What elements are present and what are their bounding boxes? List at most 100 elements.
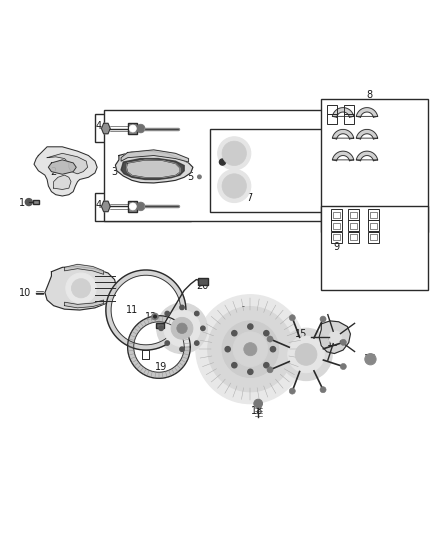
- Circle shape: [233, 332, 268, 367]
- FancyBboxPatch shape: [128, 123, 137, 134]
- Circle shape: [177, 323, 187, 334]
- Circle shape: [225, 346, 230, 352]
- Text: 20: 20: [196, 281, 208, 291]
- Circle shape: [66, 273, 96, 303]
- Circle shape: [222, 174, 247, 198]
- Circle shape: [129, 125, 136, 132]
- Circle shape: [194, 341, 199, 345]
- Polygon shape: [356, 108, 378, 117]
- FancyBboxPatch shape: [198, 278, 208, 285]
- Text: 15: 15: [295, 329, 307, 339]
- Circle shape: [289, 388, 295, 394]
- Circle shape: [159, 326, 163, 330]
- Circle shape: [180, 305, 184, 310]
- Circle shape: [152, 313, 159, 320]
- Polygon shape: [127, 316, 190, 378]
- Circle shape: [264, 330, 269, 336]
- FancyBboxPatch shape: [104, 110, 332, 221]
- Text: 12: 12: [145, 312, 158, 322]
- FancyBboxPatch shape: [210, 130, 325, 212]
- Circle shape: [157, 303, 207, 353]
- Circle shape: [164, 310, 200, 346]
- Polygon shape: [356, 130, 378, 139]
- Polygon shape: [102, 201, 110, 212]
- Polygon shape: [121, 150, 188, 162]
- Polygon shape: [64, 300, 104, 308]
- Circle shape: [222, 141, 247, 166]
- Text: 5: 5: [187, 172, 194, 182]
- Text: 19: 19: [155, 361, 167, 372]
- Text: 4: 4: [96, 200, 102, 209]
- Polygon shape: [106, 270, 186, 350]
- Text: 8: 8: [366, 90, 372, 100]
- Text: 10: 10: [19, 288, 32, 297]
- Circle shape: [171, 318, 193, 339]
- Text: 4: 4: [96, 122, 102, 131]
- Circle shape: [365, 353, 376, 365]
- Circle shape: [248, 324, 253, 329]
- Polygon shape: [319, 321, 350, 353]
- Polygon shape: [64, 264, 104, 274]
- FancyBboxPatch shape: [33, 200, 39, 204]
- Circle shape: [71, 279, 91, 298]
- Text: 18: 18: [251, 406, 263, 416]
- Circle shape: [201, 326, 205, 330]
- Polygon shape: [116, 151, 193, 183]
- Circle shape: [295, 344, 317, 365]
- Circle shape: [198, 175, 201, 179]
- Polygon shape: [45, 266, 117, 310]
- Circle shape: [280, 328, 332, 381]
- Circle shape: [222, 321, 279, 377]
- Circle shape: [289, 314, 295, 321]
- Circle shape: [248, 369, 253, 375]
- Circle shape: [165, 311, 170, 316]
- Circle shape: [340, 340, 346, 345]
- Circle shape: [320, 316, 326, 322]
- Circle shape: [136, 202, 145, 211]
- Circle shape: [218, 137, 251, 170]
- Polygon shape: [121, 158, 184, 180]
- Circle shape: [254, 399, 262, 408]
- Text: 14: 14: [241, 306, 254, 316]
- Circle shape: [136, 124, 145, 133]
- Circle shape: [180, 347, 184, 351]
- Text: 3: 3: [112, 167, 118, 176]
- Circle shape: [270, 346, 276, 352]
- Text: 9: 9: [333, 242, 339, 252]
- Circle shape: [244, 343, 257, 356]
- Polygon shape: [332, 130, 354, 139]
- Circle shape: [340, 364, 346, 369]
- Polygon shape: [53, 175, 71, 189]
- Text: 2: 2: [50, 167, 57, 176]
- FancyBboxPatch shape: [321, 206, 428, 290]
- Polygon shape: [356, 151, 378, 161]
- Circle shape: [165, 341, 170, 345]
- Circle shape: [328, 331, 342, 344]
- Polygon shape: [48, 160, 76, 174]
- Circle shape: [264, 362, 269, 368]
- Polygon shape: [332, 108, 354, 117]
- Circle shape: [320, 386, 326, 393]
- Polygon shape: [34, 147, 97, 196]
- FancyBboxPatch shape: [95, 192, 191, 221]
- Circle shape: [208, 306, 293, 392]
- Polygon shape: [102, 123, 110, 134]
- Circle shape: [196, 295, 305, 403]
- Text: 6: 6: [220, 156, 226, 166]
- Circle shape: [218, 169, 251, 203]
- Circle shape: [288, 336, 324, 373]
- FancyBboxPatch shape: [128, 201, 137, 212]
- FancyBboxPatch shape: [321, 99, 428, 232]
- Polygon shape: [47, 154, 88, 174]
- Circle shape: [154, 315, 156, 318]
- Circle shape: [194, 311, 199, 316]
- Text: 17: 17: [364, 354, 377, 364]
- Circle shape: [267, 336, 273, 342]
- Text: 21: 21: [78, 281, 90, 291]
- Text: 7: 7: [246, 193, 253, 203]
- Circle shape: [267, 367, 273, 373]
- Circle shape: [232, 362, 237, 368]
- FancyBboxPatch shape: [156, 323, 164, 328]
- Text: 13: 13: [170, 328, 182, 337]
- Circle shape: [25, 199, 32, 206]
